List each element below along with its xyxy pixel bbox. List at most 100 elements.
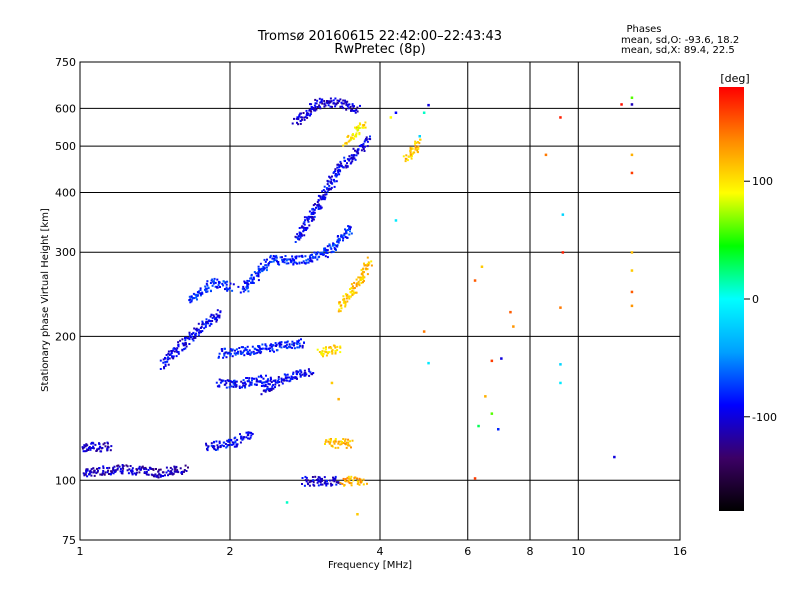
trace-marker (344, 228, 346, 231)
colorbar-tick-label: -100 (752, 411, 777, 424)
trace-marker (324, 255, 327, 258)
trace-marker (217, 356, 220, 359)
trace-marker (333, 243, 336, 246)
trace-marker (353, 154, 355, 157)
trace-marker (253, 377, 255, 380)
trace-marker (206, 284, 209, 287)
trace-marker (231, 441, 234, 444)
data-point (630, 96, 634, 99)
trace-marker (347, 107, 350, 110)
trace-marker (300, 112, 302, 115)
trace-marker (164, 474, 166, 477)
trace-marker (215, 440, 218, 443)
trace-marker (359, 104, 361, 107)
trace-marker (112, 466, 115, 469)
trace-marker (100, 473, 103, 476)
trace-marker (233, 384, 236, 386)
trace-marker (181, 473, 184, 475)
trace-marker (210, 444, 213, 447)
trace-marker (323, 198, 326, 201)
trace-marker (165, 466, 168, 469)
trace-marker (92, 447, 95, 450)
trace-marker (244, 281, 247, 284)
trace-marker (186, 337, 189, 340)
trace-marker (336, 244, 339, 247)
trace-marker (339, 345, 342, 348)
trace-marker (281, 382, 284, 385)
trace-marker (257, 271, 260, 273)
trace-marker (274, 255, 277, 258)
trace-marker (129, 465, 132, 467)
trace-marker (197, 334, 200, 337)
trace-marker (197, 328, 200, 331)
trace-marker (213, 448, 216, 451)
trace-marker (321, 350, 324, 353)
trace-marker (277, 261, 280, 263)
trace-marker (336, 166, 339, 169)
trace-marker (261, 270, 264, 273)
trace-marker (296, 121, 298, 124)
trace-marker (303, 261, 306, 264)
trace-marker (258, 349, 261, 352)
trace-marker (336, 235, 339, 238)
trace-marker (164, 363, 167, 366)
trace-marker (176, 470, 179, 473)
trace-marker (217, 280, 220, 283)
trace-marker (229, 380, 232, 383)
trace-marker (251, 278, 254, 281)
trace-marker (218, 282, 221, 285)
trace-marker (280, 377, 283, 380)
trace-marker (269, 379, 272, 382)
trace-marker (351, 160, 354, 163)
trace-marker (321, 102, 324, 105)
trace-marker (209, 289, 212, 292)
trace-marker (98, 443, 101, 446)
trace-marker (350, 232, 353, 235)
trace-marker (347, 441, 350, 444)
trace-marker (256, 351, 259, 354)
trace-marker (325, 482, 328, 485)
trace-marker (152, 468, 155, 471)
trace-marker (277, 378, 280, 381)
trace-marker (110, 445, 113, 448)
trace-marker (359, 144, 362, 147)
trace-marker (339, 481, 342, 484)
trace-marker (206, 280, 209, 283)
trace-marker (89, 447, 92, 450)
trace-marker (300, 234, 303, 237)
trace-marker (226, 289, 229, 292)
trace-marker (168, 473, 171, 476)
trace-marker (225, 288, 228, 291)
trace-marker (212, 282, 215, 285)
trace-marker (342, 239, 344, 242)
trace-marker (306, 219, 309, 222)
trace-marker (222, 280, 225, 283)
trace-marker (350, 109, 352, 112)
trace-marker (292, 371, 295, 374)
trace-marker (350, 482, 353, 484)
trace-marker (333, 179, 335, 182)
trace-marker (291, 346, 294, 349)
trace-marker (89, 448, 92, 451)
trace-marker (107, 469, 110, 472)
trace-marker (309, 254, 312, 257)
trace-marker (184, 339, 187, 342)
trace-marker (225, 446, 228, 449)
trace-marker (366, 140, 369, 143)
trace-marker (213, 440, 215, 443)
trace-marker (257, 272, 260, 275)
trace-marker (201, 292, 204, 295)
trace-marker (326, 482, 329, 485)
trace-marker (328, 442, 331, 444)
trace-marker (225, 382, 228, 385)
trace-marker (337, 446, 340, 449)
trace-marker (411, 147, 414, 150)
trace-marker (366, 482, 368, 485)
trace-marker (350, 446, 352, 449)
trace-marker (301, 225, 304, 228)
trace-marker (109, 449, 112, 452)
trace-marker (298, 227, 301, 229)
trace-marker (112, 472, 115, 475)
trace-marker (336, 349, 339, 352)
trace-marker (326, 102, 329, 104)
